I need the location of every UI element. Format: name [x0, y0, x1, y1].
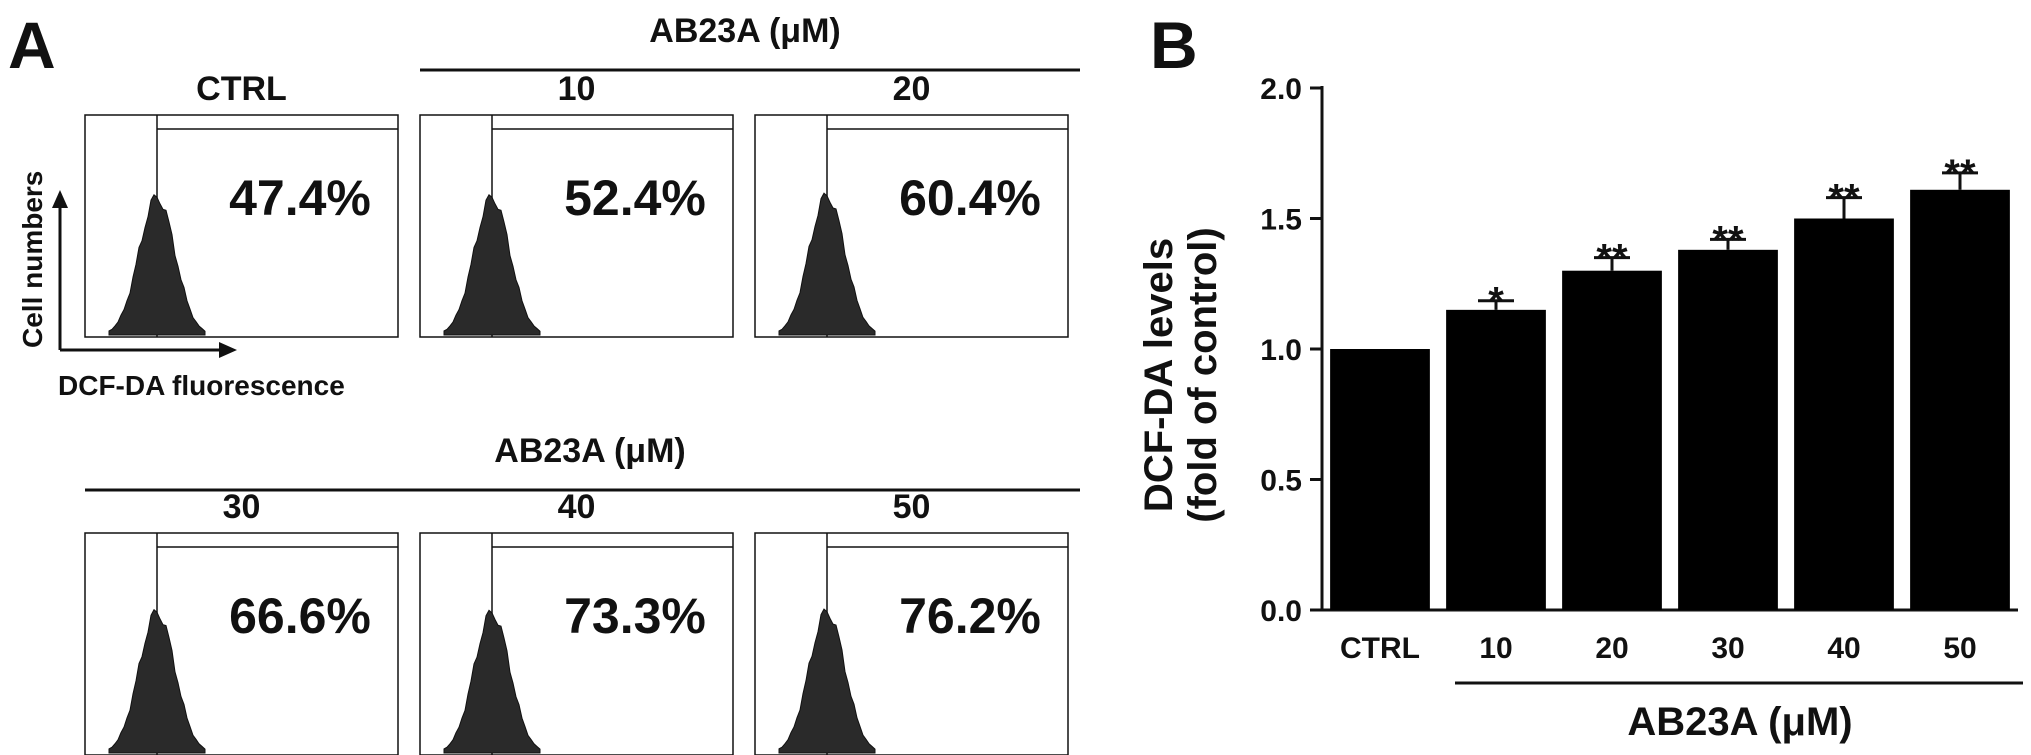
- significance-marker: **: [1944, 152, 1976, 196]
- histogram-panel: 50 76.2%: [754, 488, 1069, 755]
- significance-marker: **: [1828, 177, 1860, 221]
- x-group-label: AB23A (μM): [1627, 700, 1852, 744]
- x-tick-label: 20: [1595, 632, 1628, 665]
- x-tick-label: 40: [1827, 632, 1860, 665]
- panel-a-letter: A: [8, 8, 56, 82]
- percentage-label: 66.6%: [229, 588, 371, 644]
- histogram-panel: 10 52.4%: [419, 70, 734, 338]
- histogram-peak: [443, 193, 541, 336]
- bottom-group-label: AB23A (μM): [494, 432, 685, 470]
- panel-b-letter: B: [1150, 8, 1198, 82]
- histogram-peak: [443, 609, 541, 754]
- histogram-title: CTRL: [196, 70, 287, 108]
- y-axis-title-line1: DCF-DA levels: [1137, 238, 1181, 512]
- x-tick-label: CTRL: [1340, 632, 1420, 665]
- x-tick-label: 50: [1943, 632, 1976, 665]
- percentage-label: 47.4%: [229, 170, 371, 226]
- y-axis-title-line2: (fold of control): [1181, 227, 1225, 522]
- histogram-panel: 20 60.4%: [754, 70, 1069, 338]
- x-arrow-head: [219, 342, 237, 358]
- significance-marker: *: [1488, 280, 1504, 324]
- y-axis-title: DCF-DA levels (fold of control): [1137, 227, 1225, 522]
- histogram-title: 10: [558, 70, 596, 108]
- percentage-label: 60.4%: [899, 170, 1041, 226]
- significance-marker: **: [1596, 237, 1628, 281]
- percentage-label: 52.4%: [564, 170, 706, 226]
- y-tick-label: 1.5: [1260, 204, 1302, 237]
- percentage-label: 73.3%: [564, 588, 706, 644]
- top-group-label: AB23A (μM): [649, 12, 840, 50]
- bottom-histogram-row: 30 66.6% 40 73.3% 50 76.2%: [84, 488, 1069, 755]
- histogram-peak: [108, 608, 206, 754]
- bar-20: [1562, 270, 1662, 610]
- bar-ctrl: [1330, 349, 1430, 610]
- y-tick-label: 1.0: [1260, 334, 1302, 367]
- histogram-panel: 40 73.3%: [419, 488, 734, 755]
- bar-30: [1678, 249, 1778, 610]
- significance-marker: **: [1712, 218, 1744, 262]
- x-tick-label: 10: [1479, 632, 1512, 665]
- cell-numbers-label: Cell numbers: [17, 171, 48, 348]
- bar-chart: 0.0 0.5 1.0 1.5 2.0 CTRL * 10 ** 20 ** 30 ** 40 ** 50: [1260, 73, 2018, 665]
- bar-40: [1794, 218, 1894, 610]
- y-arrow-head: [52, 190, 68, 208]
- dcf-da-fluorescence-label: DCF-DA fluorescence: [58, 370, 345, 401]
- histogram-title: 50: [893, 488, 931, 526]
- histogram-title: 30: [223, 488, 261, 526]
- y-tick-label: 0.5: [1260, 465, 1302, 498]
- y-tick-label: 2.0: [1260, 73, 1302, 106]
- top-histogram-row: CTRL 47.4% 10 52.4% 20 60.4%: [84, 70, 1069, 338]
- histogram-frame: [754, 114, 1069, 338]
- x-tick-label: 30: [1711, 632, 1744, 665]
- bar-10: [1446, 309, 1546, 610]
- histogram-peak: [778, 192, 876, 336]
- histogram-panel: 30 66.6%: [84, 488, 399, 755]
- axes-indicator: Cell numbers DCF-DA fluorescence: [17, 171, 345, 401]
- histogram-peak: [778, 608, 876, 754]
- bar-50: [1910, 189, 2010, 611]
- percentage-label: 76.2%: [899, 588, 1041, 644]
- y-tick-label: 0.0: [1260, 595, 1302, 628]
- histogram-peak: [108, 193, 206, 336]
- histogram-panel: CTRL 47.4%: [84, 70, 399, 338]
- histogram-title: 20: [893, 70, 931, 108]
- histogram-title: 40: [558, 488, 596, 526]
